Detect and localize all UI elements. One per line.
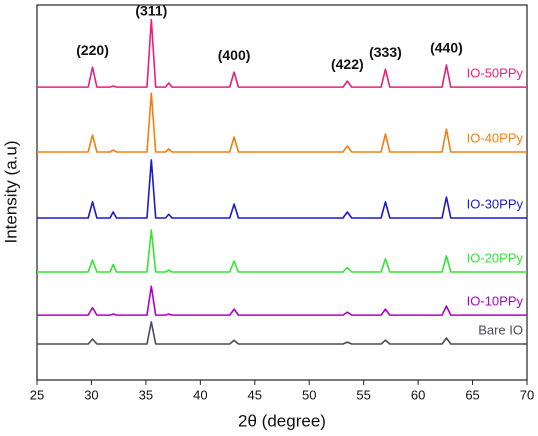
x-axis-label: 2θ (degree)	[238, 411, 326, 430]
x-tick-label: 65	[465, 387, 479, 402]
legend-label: IO-40PPy	[467, 130, 524, 145]
plot-frame	[36, 4, 528, 381]
peak-annotation: (400)	[218, 47, 251, 63]
peak-annotation: (440)	[430, 40, 463, 56]
x-tick-label: 45	[248, 387, 262, 402]
x-tick-label: 60	[411, 387, 425, 402]
y-axis-label: Intensity (a.u)	[1, 141, 20, 244]
series-line	[37, 285, 527, 316]
x-tick-label: 35	[139, 387, 153, 402]
legend-label: IO-20PPy	[467, 250, 524, 265]
x-tick-label: 25	[30, 387, 44, 402]
legend-label: IO-10PPy	[467, 294, 524, 309]
legend-label: Bare IO	[478, 322, 523, 337]
peak-annotation: (311)	[135, 3, 167, 19]
x-tick-label: 40	[193, 387, 207, 402]
legend-label: IO-50PPy	[467, 66, 524, 81]
legend-label: IO-30PPy	[467, 196, 524, 211]
series-line	[37, 321, 527, 345]
series-line	[37, 159, 527, 219]
x-tick-label: 70	[520, 387, 534, 402]
peak-annotation: (333)	[369, 44, 402, 60]
x-tick-label: 50	[302, 387, 316, 402]
x-tick-label: 30	[84, 387, 98, 402]
peak-annotation: (220)	[76, 42, 109, 58]
peak-annotation: (422)	[331, 56, 364, 72]
x-tick-label: 55	[356, 387, 370, 402]
series-line	[37, 229, 527, 273]
series-line	[37, 92, 527, 153]
series-line	[37, 18, 527, 88]
